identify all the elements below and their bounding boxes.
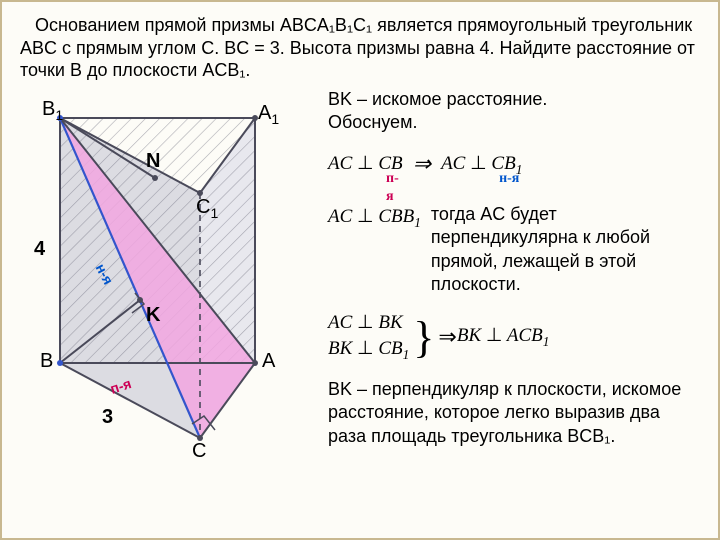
problem-statement: Основанием прямой призмы ABCA₁B₁C₁ являе… — [20, 14, 700, 82]
explanation: BK – искомое расстояние. Обоснуем. AC ⊥ … — [320, 88, 700, 488]
diagram: B1 A1 C1 N K B A C 4 3 н-я п-я — [20, 88, 320, 488]
